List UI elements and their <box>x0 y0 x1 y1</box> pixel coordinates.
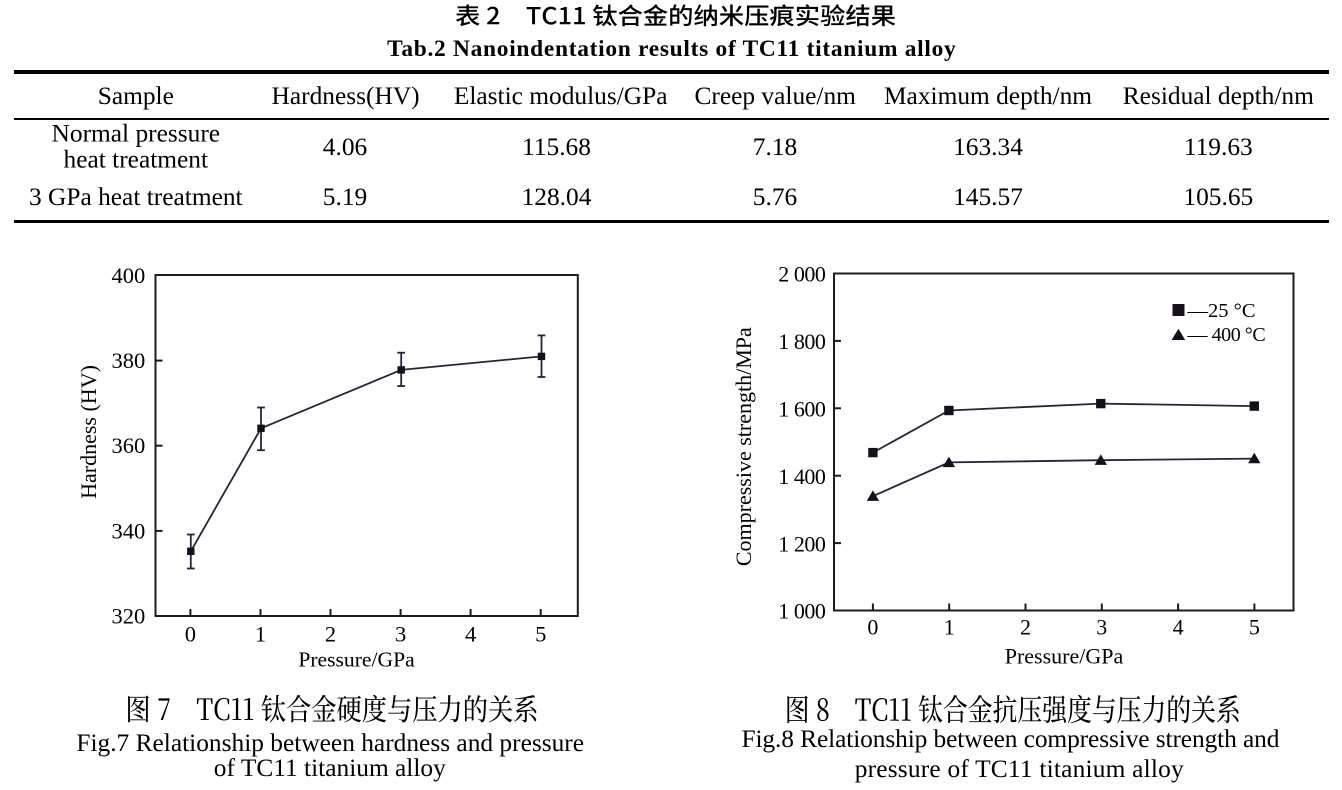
svg-text:Pressure/GPa: Pressure/GPa <box>1005 643 1124 668</box>
svg-text:Pressure/GPa: Pressure/GPa <box>298 648 415 672</box>
svg-text:5: 5 <box>535 622 546 647</box>
svg-text:340: 340 <box>111 518 145 543</box>
svg-text:Hardness (HV): Hardness (HV) <box>76 365 101 499</box>
svg-text:400: 400 <box>111 263 145 288</box>
svg-text:1 800: 1 800 <box>778 329 826 354</box>
svg-text:320: 320 <box>111 603 145 628</box>
svg-text:1: 1 <box>944 614 955 639</box>
svg-text:380: 380 <box>111 348 145 373</box>
svg-text:2: 2 <box>325 622 336 647</box>
svg-text:3: 3 <box>1096 614 1107 639</box>
svg-text:1 600: 1 600 <box>778 397 826 422</box>
svg-text:1 200: 1 200 <box>778 531 826 556</box>
svg-text:1 400: 1 400 <box>778 464 826 489</box>
svg-text:3: 3 <box>395 622 406 647</box>
svg-text:1: 1 <box>255 622 266 647</box>
svg-text:5: 5 <box>1249 614 1260 639</box>
svg-text:4: 4 <box>465 622 476 647</box>
svg-text:1 000: 1 000 <box>778 599 826 624</box>
svg-text:2: 2 <box>1020 614 1031 639</box>
svg-text:—25 °C: —25 °C <box>1187 300 1256 322</box>
svg-text:2 000: 2 000 <box>778 262 826 287</box>
svg-text:360: 360 <box>111 433 145 458</box>
svg-text:Compressive strength/MPa: Compressive strength/MPa <box>731 327 756 566</box>
svg-text:— 400 °C: — 400 °C <box>1187 324 1266 346</box>
svg-text:4: 4 <box>1173 614 1184 639</box>
svg-text:0: 0 <box>867 614 878 639</box>
svg-text:0: 0 <box>185 622 196 647</box>
